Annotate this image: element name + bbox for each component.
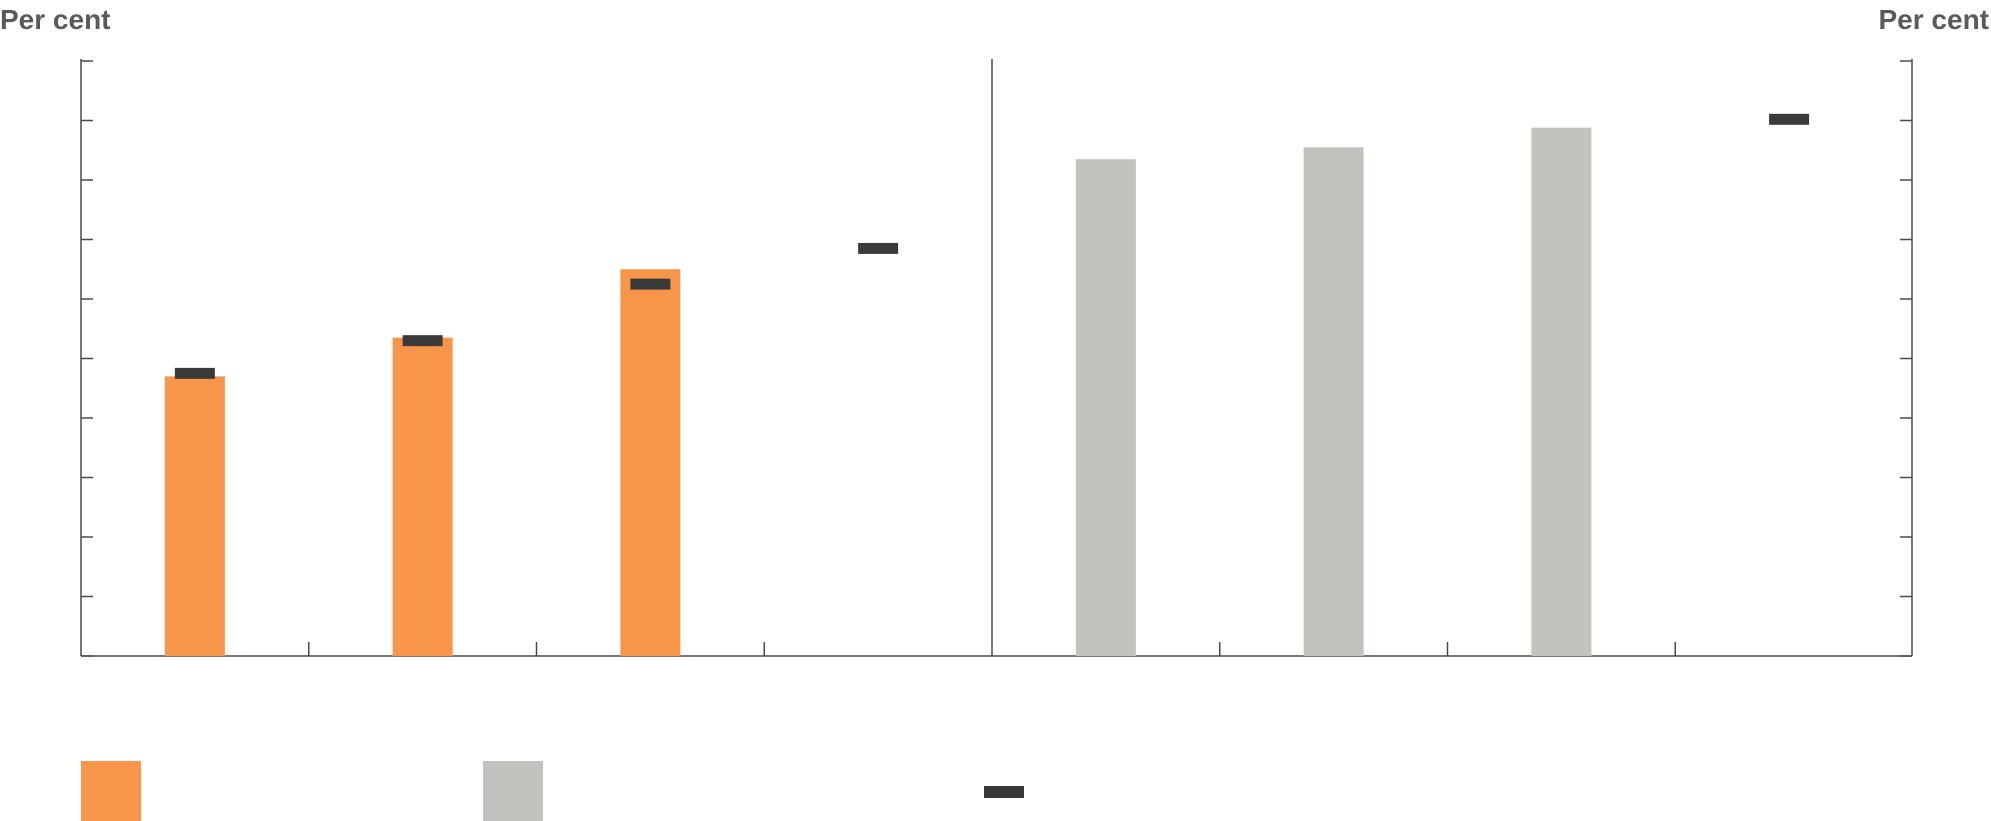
trajectory-mark-0-1 — [402, 335, 443, 347]
left-axis-title: Per cent — [0, 4, 111, 35]
bar-1-2 — [1531, 127, 1592, 656]
bars — [164, 127, 1592, 657]
legend-swatch-0 — [81, 761, 141, 821]
trajectory-mark-1-3 — [1769, 113, 1810, 125]
bar-0-1 — [392, 337, 453, 656]
trajectory-mark-0-0 — [174, 367, 215, 379]
right-axis-title: Per cent — [1879, 4, 1990, 35]
bar-1-1 — [1303, 147, 1364, 656]
trajectory-marks — [174, 113, 1810, 379]
bar-0-0 — [164, 376, 225, 656]
legend — [81, 761, 1024, 821]
legend-swatch-1 — [483, 761, 543, 821]
bar-1-0 — [1075, 159, 1136, 657]
legend-trajectory-dash — [984, 786, 1024, 798]
bar-0-2 — [620, 269, 681, 656]
trajectory-mark-0-2 — [630, 278, 671, 290]
axes — [80, 59, 1913, 657]
trajectory-mark-0-3 — [858, 242, 899, 254]
